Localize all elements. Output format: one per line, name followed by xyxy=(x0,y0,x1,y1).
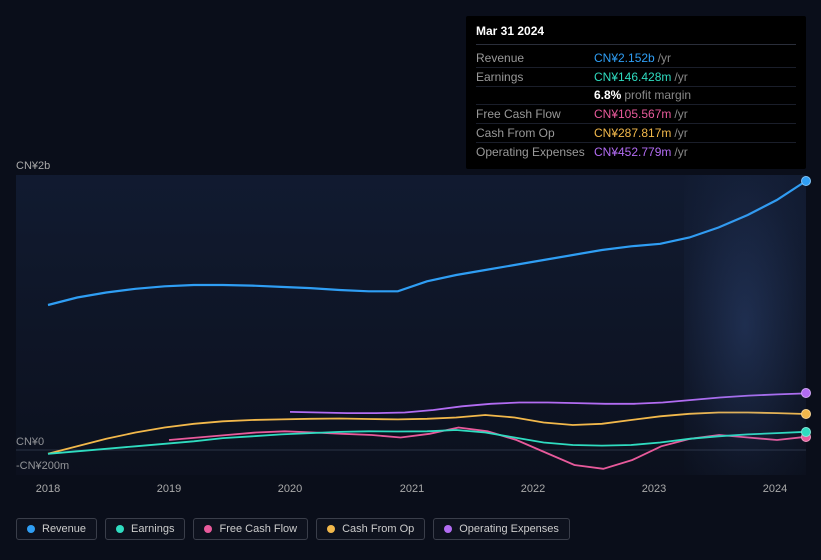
tooltip-row-suffix: /yr xyxy=(674,70,687,84)
chart-container: CN¥2bCN¥0-CN¥200m xyxy=(16,160,806,480)
series-end-dot-earnings xyxy=(801,427,811,437)
tooltip-row-value: CN¥146.428m xyxy=(594,70,671,84)
tooltip-row: Free Cash FlowCN¥105.567m/yr xyxy=(476,105,796,124)
legend-label: Free Cash Flow xyxy=(219,523,297,535)
legend-item-opex[interactable]: Operating Expenses xyxy=(433,518,570,540)
x-axis-label: 2020 xyxy=(278,483,302,495)
tooltip-row: EarningsCN¥146.428m/yr xyxy=(476,68,796,87)
chart-plot-area[interactable] xyxy=(16,175,806,475)
tooltip-row: Operating ExpensesCN¥452.779m/yr xyxy=(476,143,796,161)
x-axis: 2018 2019 2020 2021 2022 2023 2024 xyxy=(16,483,806,499)
legend-item-revenue[interactable]: Revenue xyxy=(16,518,97,540)
tooltip-row-label: Earnings xyxy=(476,70,594,84)
tooltip-row-suffix: /yr xyxy=(674,145,687,159)
legend-item-earnings[interactable]: Earnings xyxy=(105,518,185,540)
tooltip-row-value: CN¥287.817m xyxy=(594,126,671,140)
tooltip-row-value: CN¥452.779m xyxy=(594,145,671,159)
x-axis-label: 2021 xyxy=(400,483,424,495)
legend-dot-icon xyxy=(444,525,452,533)
tooltip-row-value: CN¥2.152b xyxy=(594,51,655,65)
legend-label: Earnings xyxy=(131,523,174,535)
legend-label: Operating Expenses xyxy=(459,523,559,535)
legend-label: Cash From Op xyxy=(342,523,414,535)
legend-dot-icon xyxy=(116,525,124,533)
legend-item-cfo[interactable]: Cash From Op xyxy=(316,518,425,540)
legend-dot-icon xyxy=(204,525,212,533)
legend-dot-icon xyxy=(27,525,35,533)
series-end-dot-revenue xyxy=(801,176,811,186)
tooltip-row-label: Free Cash Flow xyxy=(476,107,594,121)
x-axis-label: 2024 xyxy=(763,483,787,495)
series-end-dot-opex xyxy=(801,388,811,398)
y-axis-label: CN¥2b xyxy=(16,160,50,172)
series-revenue xyxy=(48,181,806,305)
legend-item-fcf[interactable]: Free Cash Flow xyxy=(193,518,308,540)
x-axis-label: 2022 xyxy=(521,483,545,495)
tooltip-row-suffix: /yr xyxy=(674,107,687,121)
x-axis-label: 2023 xyxy=(642,483,666,495)
tooltip-row-value: CN¥105.567m xyxy=(594,107,671,121)
legend-label: Revenue xyxy=(42,523,86,535)
series-end-dot-cfo xyxy=(801,409,811,419)
tooltip-row: RevenueCN¥2.152b/yr xyxy=(476,49,796,68)
x-axis-label: 2019 xyxy=(157,483,181,495)
tooltip-subrow: 6.8%profit margin xyxy=(476,87,796,105)
tooltip-row: Cash From OpCN¥287.817m/yr xyxy=(476,124,796,143)
tooltip-panel: Mar 31 2024 RevenueCN¥2.152b/yrEarningsC… xyxy=(466,16,806,169)
series-cfo xyxy=(48,413,806,454)
tooltip-row-label: Operating Expenses xyxy=(476,145,594,159)
legend-dot-icon xyxy=(327,525,335,533)
x-axis-label: 2018 xyxy=(36,483,60,495)
tooltip-row-suffix: /yr xyxy=(658,51,671,65)
chart-svg xyxy=(16,175,806,475)
tooltip-row-label: Cash From Op xyxy=(476,126,594,140)
legend: Revenue Earnings Free Cash Flow Cash From O… xyxy=(16,518,570,540)
tooltip-row-label: Revenue xyxy=(476,51,594,65)
tooltip-row-suffix: /yr xyxy=(674,126,687,140)
series-opex xyxy=(290,393,806,413)
tooltip-title: Mar 31 2024 xyxy=(476,24,796,45)
